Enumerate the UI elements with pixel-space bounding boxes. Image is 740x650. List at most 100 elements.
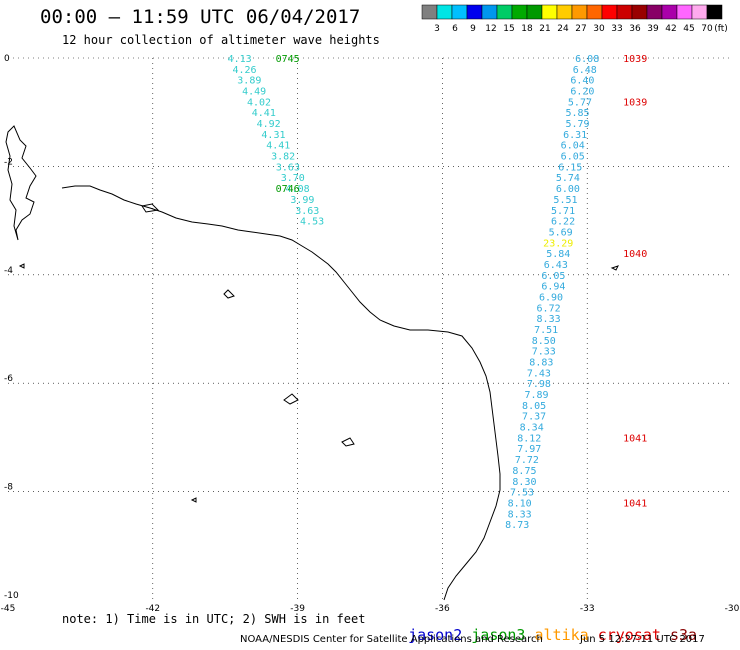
pass-time-label: 1039 bbox=[623, 54, 647, 65]
colorbar-tick-label: 36 bbox=[629, 24, 641, 34]
island-mid bbox=[610, 265, 619, 271]
colorbar-swatch bbox=[511, 4, 528, 20]
pass-time-label: 1041 bbox=[623, 433, 647, 444]
lat-tick-label: -6 bbox=[4, 374, 13, 384]
legend-s3a: s3a bbox=[669, 626, 698, 644]
swh-value-label: 4.31 bbox=[261, 130, 285, 141]
swh-value-label: 7.72 bbox=[515, 455, 539, 466]
swh-value-label: 5.69 bbox=[549, 227, 573, 238]
colorbar-swatch bbox=[436, 4, 453, 20]
swh-value-label: 8.10 bbox=[508, 498, 532, 509]
colorbar-swatch bbox=[526, 4, 543, 20]
swh-value-label: 6.15 bbox=[558, 162, 582, 173]
swh-value-label: 4.41 bbox=[266, 141, 290, 152]
coastline bbox=[5, 125, 619, 601]
island-fernando bbox=[223, 289, 235, 299]
colorbar-tick-label: 30 bbox=[593, 24, 605, 34]
swh-value-label: 7.43 bbox=[527, 368, 551, 379]
swh-value-label: 6.94 bbox=[541, 282, 565, 293]
island-small-1 bbox=[141, 203, 160, 213]
swh-value-label: 4.26 bbox=[232, 65, 256, 76]
coastline-brazil bbox=[61, 185, 501, 601]
swh-value-label: 8.34 bbox=[520, 423, 544, 434]
colorbar-swatch bbox=[496, 4, 513, 20]
swh-value-label: 3.89 bbox=[237, 76, 261, 87]
lat-tick-label: 0 bbox=[4, 54, 10, 64]
colorbar-legend: 3 6 9 12 15 18 21 24 27 30 33 36 39 42 45 70 (ft) bbox=[421, 4, 728, 34]
swh-value-label: 6.05 bbox=[541, 271, 565, 282]
swh-value-label: 6.20 bbox=[570, 87, 594, 98]
pass-time-label: 1040 bbox=[623, 249, 647, 260]
swh-value-label: 7.51 bbox=[534, 325, 558, 336]
swh-value-label: 6.22 bbox=[551, 217, 575, 228]
colorbar-swatch bbox=[661, 4, 678, 20]
swh-value-label: 4.92 bbox=[257, 119, 281, 130]
credit-line: NOAA/NESDIS Center for Satellite Applica… bbox=[240, 634, 543, 645]
colorbar-tick-label: 33 bbox=[611, 24, 622, 34]
colorbar-swatch bbox=[421, 4, 438, 20]
colorbar-swatch bbox=[481, 4, 498, 20]
swh-value-label: 3.82 bbox=[271, 152, 295, 163]
swh-value-label: 4.13 bbox=[228, 54, 252, 65]
swh-value-label: 7.33 bbox=[532, 347, 556, 358]
island-rocas bbox=[341, 437, 355, 447]
map-title: 00:00 – 11:59 UTC 06/04/2017 bbox=[40, 6, 361, 28]
pass-time-label: 1041 bbox=[623, 498, 647, 509]
swh-value-label: 5.84 bbox=[546, 249, 570, 260]
swh-value-label: 3.99 bbox=[290, 195, 314, 206]
swh-value-label: 8.33 bbox=[537, 314, 561, 325]
legend-jason2: jason2 bbox=[408, 626, 463, 644]
swh-value-label: 3.63 bbox=[295, 206, 319, 217]
swh-value-label: 7.53 bbox=[510, 488, 534, 499]
colorbar-tick-label: 3 bbox=[434, 24, 440, 34]
pass-time-label: 0746 bbox=[276, 184, 300, 195]
swh-value-label: 6.08 bbox=[575, 54, 599, 65]
lon-tick-label: -33 bbox=[580, 604, 595, 614]
colorbar-tick-label: (ft) bbox=[714, 24, 728, 34]
swh-value-label: 5.51 bbox=[553, 195, 577, 206]
swh-value-label: 5.74 bbox=[556, 173, 580, 184]
colorbar-swatch bbox=[556, 4, 573, 20]
colorbar-swatch bbox=[646, 4, 663, 20]
swh-value-label: 5.85 bbox=[565, 108, 589, 119]
colorbar-tick-label: 12 bbox=[485, 24, 496, 34]
swh-value-label: 3.70 bbox=[281, 173, 305, 184]
swh-value-label: 8.83 bbox=[529, 358, 553, 369]
swh-value-label: 8.75 bbox=[512, 466, 536, 477]
generation-timestamp: Jun 5 12:27:11 UTC 2017 bbox=[580, 634, 705, 645]
lon-tick-label: -39 bbox=[290, 604, 305, 614]
lat-tick-label: -2 bbox=[4, 157, 13, 167]
colorbar-swatch bbox=[466, 4, 483, 20]
colorbar-tick-label: 42 bbox=[665, 24, 676, 34]
altimeter-tracks: 4.134.263.894.494.024.414.924.314.413.82… bbox=[228, 54, 648, 531]
swh-value-label: 4.08 bbox=[286, 184, 310, 195]
lon-tick-label: -45 bbox=[1, 604, 16, 614]
footnote: note: 1) Time is in UTC; 2) SWH is in fe… bbox=[62, 612, 366, 626]
colorbar-swatch bbox=[631, 4, 648, 20]
pass-time-label: 0745 bbox=[276, 54, 300, 65]
swh-value-label: 6.48 bbox=[573, 65, 597, 76]
pass-time-label: 1039 bbox=[623, 97, 647, 108]
map-subtitle: 12 hour collection of altimeter wave hei… bbox=[62, 33, 380, 47]
swh-value-label: 5.71 bbox=[551, 206, 575, 217]
colorbar-swatch bbox=[601, 4, 618, 20]
swh-value-label: 23.29 bbox=[543, 238, 573, 249]
swh-value-label: 6.00 bbox=[556, 184, 580, 195]
swh-value-label: 7.97 bbox=[517, 444, 541, 455]
coastline-africa-tip bbox=[5, 125, 37, 241]
colorbar-swatch bbox=[571, 4, 588, 20]
swh-value-label: 7.89 bbox=[524, 390, 548, 401]
colorbar-swatch bbox=[706, 4, 723, 20]
legend-altika: altika bbox=[534, 626, 589, 644]
colorbar-swatch bbox=[676, 4, 693, 20]
island-west bbox=[18, 263, 25, 269]
swh-value-label: 3.63 bbox=[276, 162, 300, 173]
lat-tick-label: -4 bbox=[4, 266, 13, 276]
island-south bbox=[190, 497, 197, 503]
lat-tick-label: -8 bbox=[4, 483, 13, 493]
colorbar-swatch bbox=[691, 4, 708, 20]
lon-tick-label: -30 bbox=[725, 604, 740, 614]
swh-value-label: 8.05 bbox=[522, 401, 546, 412]
swh-value-label: 7.98 bbox=[527, 379, 551, 390]
